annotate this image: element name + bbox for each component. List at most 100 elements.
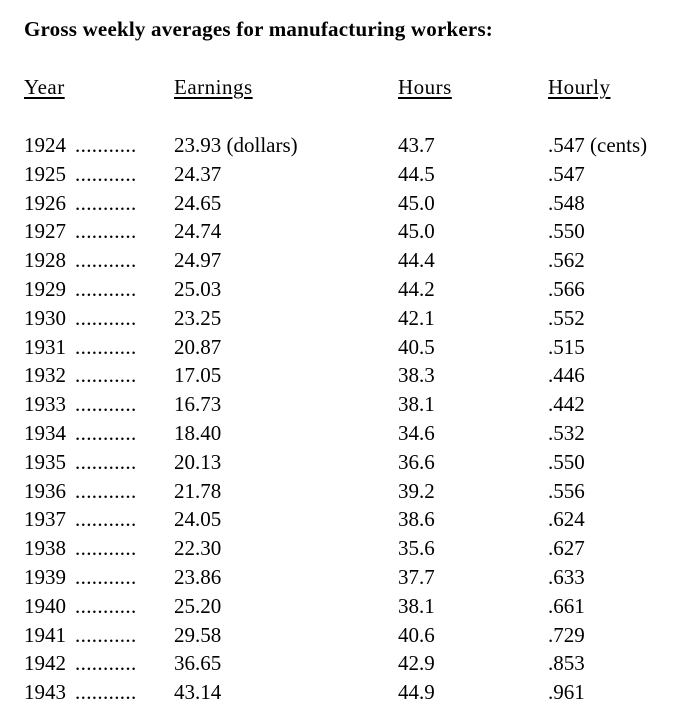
dot-leader: ...........: [75, 593, 137, 618]
dot-leader: ...........: [75, 478, 137, 503]
table-row: 1930........... 23.25 42.1 .552: [0, 304, 679, 333]
cell-hours: 40.5: [398, 334, 435, 359]
cell-hours: 35.6: [398, 536, 435, 561]
cell-hourly: .547 (cents): [548, 133, 648, 157]
table-row: 1936........... 21.78 39.2 .556: [0, 477, 679, 506]
cell-hourly: .853: [548, 651, 585, 676]
cell-hourly: .562: [548, 248, 585, 273]
column-header-hours: Hours: [398, 75, 452, 99]
cell-earnings: 16.73: [174, 392, 222, 417]
cell-year: 1940: [24, 593, 66, 618]
dot-leader: ...........: [75, 507, 137, 532]
cell-hourly: .550: [548, 219, 585, 244]
table-row: 1943........... 43.14 44.9 .961: [0, 678, 679, 707]
cell-hours: 44.9: [398, 680, 435, 705]
cell-earnings: 24.97: [174, 248, 222, 273]
cell-hours: 34.6: [398, 420, 435, 445]
dot-leader: ...........: [75, 334, 137, 359]
column-header-earnings: Earnings: [174, 75, 253, 99]
dot-leader: ...........: [75, 536, 137, 561]
table-row: 1925........... 24.37 44.5 .547: [0, 160, 679, 189]
cell-year: 1931: [24, 334, 66, 359]
cell-hours: 44.4: [398, 248, 435, 273]
cell-year: 1928: [24, 248, 66, 273]
table-row: 1935........... 20.13 36.6 .550: [0, 448, 679, 477]
cell-year: 1937: [24, 507, 66, 532]
cell-hourly: .446: [548, 363, 585, 388]
dot-leader: ...........: [75, 248, 137, 273]
dot-leader: ...........: [75, 564, 137, 589]
table-row: 1928........... 24.97 44.4 .562: [0, 246, 679, 275]
cell-year: 1943: [24, 680, 66, 705]
cell-year: 1934: [24, 420, 66, 445]
dot-leader: ...........: [75, 219, 137, 244]
cell-earnings: 24.37: [174, 161, 222, 186]
cell-hourly: .566: [548, 276, 585, 301]
cell-hours: 44.2: [398, 276, 435, 301]
cell-earnings: 20.87: [174, 334, 222, 359]
dot-leader: ...........: [75, 133, 137, 157]
cell-earnings: 23.86: [174, 564, 222, 589]
cell-hourly: .627: [548, 536, 585, 561]
cell-hours: 43.7: [398, 133, 435, 157]
cell-hourly: .515: [548, 334, 585, 359]
table-row: 1926........... 24.65 45.0 .548: [0, 189, 679, 218]
dot-leader: ...........: [75, 276, 137, 301]
cell-year: 1932: [24, 363, 66, 388]
cell-hours: 38.1: [398, 392, 435, 417]
cell-earnings: 20.13: [174, 449, 222, 474]
cell-year: 1930: [24, 305, 66, 330]
cell-earnings: 23.25: [174, 305, 222, 330]
table-row: 1929........... 25.03 44.2 .566: [0, 275, 679, 304]
cell-earnings: 25.20: [174, 593, 222, 618]
cell-hours: 38.3: [398, 363, 435, 388]
column-header-hourly: Hourly: [548, 75, 611, 99]
cell-earnings: 24.05: [174, 507, 222, 532]
cell-hourly: .547: [548, 161, 585, 186]
cell-hours: 45.0: [398, 190, 435, 215]
cell-hourly: .550: [548, 449, 585, 474]
dot-leader: ...........: [75, 449, 137, 474]
cell-earnings: 24.65: [174, 190, 222, 215]
cell-hours: 44.5: [398, 161, 435, 186]
cell-hourly: .556: [548, 478, 585, 503]
cell-earnings: 21.78: [174, 478, 222, 503]
cell-hourly: .548: [548, 190, 585, 215]
cell-earnings: 25.03: [174, 276, 222, 301]
cell-hourly: .633: [548, 564, 585, 589]
cell-hours: 37.7: [398, 564, 435, 589]
cell-hours: 40.6: [398, 622, 435, 647]
cell-hours: 36.6: [398, 449, 435, 474]
table-row: 1932........... 17.05 38.3 .446: [0, 361, 679, 390]
dot-leader: ...........: [75, 420, 137, 445]
cell-hours: 42.9: [398, 651, 435, 676]
dot-leader: ...........: [75, 190, 137, 215]
cell-earnings: 29.58: [174, 622, 222, 647]
cell-year: 1936: [24, 478, 66, 503]
table-row: 1934........... 18.40 34.6 .532: [0, 419, 679, 448]
cell-hourly: .961: [548, 680, 585, 705]
table-row: 1942........... 36.65 42.9 .853: [0, 649, 679, 678]
table-row: 1933........... 16.73 38.1 .442: [0, 390, 679, 419]
cell-hours: 39.2: [398, 478, 435, 503]
cell-year: 1924: [24, 133, 66, 157]
table-row: 1941........... 29.58 40.6 .729: [0, 621, 679, 650]
data-table: 1924........... 23.93 (dollars) 43.7 .547 (…: [0, 131, 679, 707]
cell-earnings: 23.93 (dollars): [174, 133, 298, 157]
cell-hours: 38.6: [398, 507, 435, 532]
cell-hourly: .442: [548, 392, 585, 417]
dot-leader: ...........: [75, 680, 137, 705]
cell-hours: 45.0: [398, 219, 435, 244]
column-header-year: Year: [24, 75, 65, 99]
cell-hourly: .729: [548, 622, 585, 647]
cell-year: 1933: [24, 392, 66, 417]
cell-earnings: 17.05: [174, 363, 222, 388]
cell-year: 1938: [24, 536, 66, 561]
cell-hourly: .552: [548, 305, 585, 330]
cell-year: 1925: [24, 161, 66, 186]
table-row: 1924........... 23.93 (dollars) 43.7 .547 (…: [0, 131, 679, 160]
table-row: 1931........... 20.87 40.5 .515: [0, 333, 679, 362]
cell-year: 1942: [24, 651, 66, 676]
cell-hourly: .661: [548, 593, 585, 618]
dot-leader: ...........: [75, 161, 137, 186]
